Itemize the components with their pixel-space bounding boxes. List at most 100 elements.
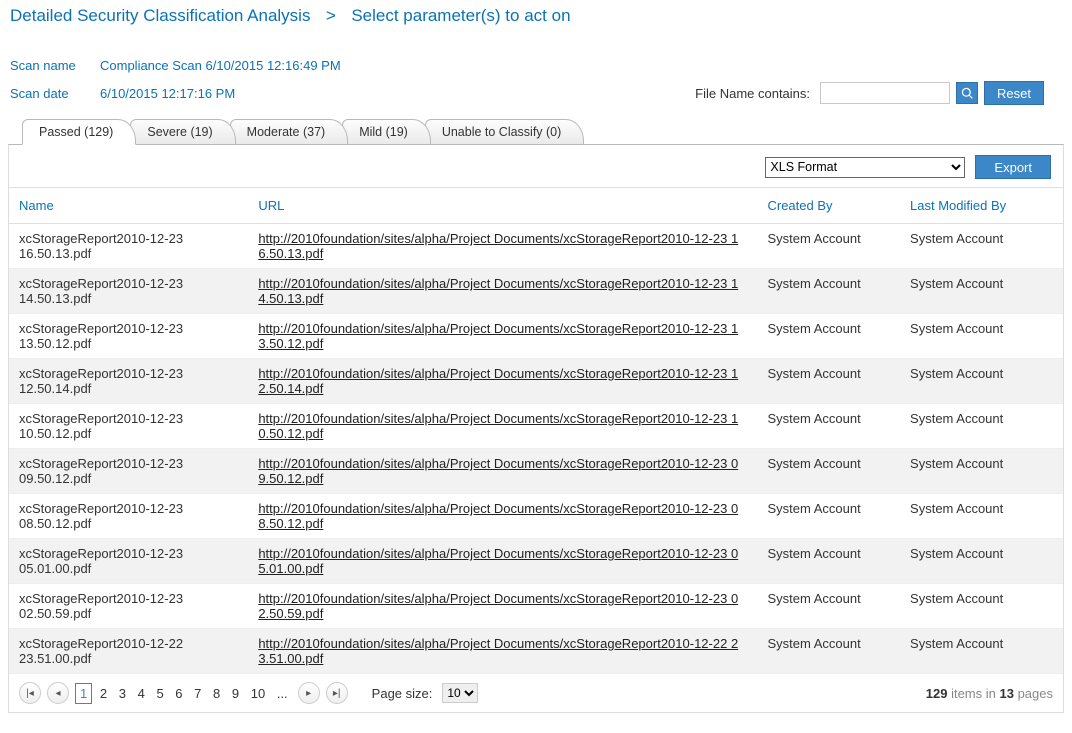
tab-mild-19[interactable]: Mild (19) — [342, 119, 431, 144]
url-link[interactable]: http://2010foundation/sites/alpha/Projec… — [258, 366, 738, 396]
column-header-name[interactable]: Name — [9, 188, 248, 224]
export-format-select[interactable]: XLS Format — [765, 157, 965, 178]
url-link[interactable]: http://2010foundation/sites/alpha/Projec… — [258, 411, 738, 441]
cell-name: xcStorageReport2010-12-23 10.50.12.pdf — [9, 404, 248, 449]
pager-page-8[interactable]: 8 — [209, 684, 224, 703]
file-filter-reset-button[interactable]: Reset — [984, 81, 1044, 105]
cell-modified-by: System Account — [900, 224, 1063, 269]
cell-created-by: System Account — [757, 629, 900, 674]
file-filter-input[interactable] — [820, 82, 950, 104]
table-row: xcStorageReport2010-12-23 16.50.13.pdf ht… — [9, 224, 1063, 269]
url-link[interactable]: http://2010foundation/sites/alpha/Projec… — [258, 636, 738, 666]
table-row: xcStorageReport2010-12-22 23.51.00.pdfht… — [9, 629, 1063, 674]
url-link[interactable]: http://2010foundation/sites/alpha/Projec… — [258, 546, 738, 576]
table-row: xcStorageReport2010-12-23 14.50.13.pdfht… — [9, 269, 1063, 314]
table-row: xcStorageReport2010-12-23 02.50.59.pdf ht… — [9, 584, 1063, 629]
table-row: xcStorageReport2010-12-23 05.01.00.pdfht… — [9, 539, 1063, 584]
pager-pages-word: pages — [1018, 686, 1053, 701]
results-table: Name URL Created By Last Modified By xcS… — [9, 187, 1063, 673]
pager-page-5[interactable]: 5 — [152, 684, 167, 703]
breadcrumb-root[interactable]: Detailed Security Classification Analysi… — [10, 6, 310, 25]
tab-severe-19[interactable]: Severe (19) — [130, 119, 235, 144]
cell-name: xcStorageReport2010-12-23 02.50.59.pdf — [9, 584, 248, 629]
cell-modified-by: System Account — [900, 449, 1063, 494]
scan-date-label: Scan date — [10, 86, 100, 101]
pager-page-7[interactable]: 7 — [190, 684, 205, 703]
pager-page-3[interactable]: 3 — [115, 684, 130, 703]
pager-ellipsis[interactable]: ... — [273, 684, 292, 703]
scan-name-row: Scan name Compliance Scan 6/10/2015 12:1… — [8, 54, 1064, 77]
pager-info: 129 items in 13 pages — [926, 686, 1053, 701]
file-filter-label: File Name contains: — [695, 86, 810, 101]
url-link[interactable]: http://2010foundation/sites/alpha/Projec… — [258, 591, 738, 621]
cell-modified-by: System Account — [900, 584, 1063, 629]
export-button[interactable]: Export — [975, 155, 1051, 179]
column-header-url[interactable]: URL — [248, 188, 757, 224]
cell-created-by: System Account — [757, 359, 900, 404]
pager-total-items: 129 — [926, 686, 948, 701]
column-header-created-by[interactable]: Created By — [757, 188, 900, 224]
file-filter-block: File Name contains: Reset — [695, 81, 1044, 105]
cell-created-by: System Account — [757, 539, 900, 584]
cell-modified-by: System Account — [900, 269, 1063, 314]
scan-date-row: Scan date 6/10/2015 12:17:16 PM File Nam… — [8, 77, 1064, 109]
cell-url: http://2010foundation/sites/alpha/Projec… — [248, 584, 757, 629]
cell-name: xcStorageReport2010-12-23 16.50.13.pdf — [9, 224, 248, 269]
pager-next-button[interactable]: ▸ — [298, 682, 320, 704]
column-header-last-modified-by[interactable]: Last Modified By — [900, 188, 1063, 224]
first-icon: |◂ — [26, 688, 34, 699]
url-link[interactable]: http://2010foundation/sites/alpha/Projec… — [258, 456, 738, 486]
cell-url: http://2010foundation/sites/alpha/Projec… — [248, 404, 757, 449]
next-icon: ▸ — [306, 688, 311, 699]
prev-icon: ◂ — [55, 688, 60, 699]
cell-created-by: System Account — [757, 449, 900, 494]
cell-url: http://2010foundation/sites/alpha/Projec… — [248, 359, 757, 404]
cell-modified-by: System Account — [900, 539, 1063, 584]
tab-passed-129[interactable]: Passed (129) — [22, 119, 136, 145]
file-filter-search-button[interactable] — [956, 82, 978, 104]
cell-url: http://2010foundation/sites/alpha/Projec… — [248, 449, 757, 494]
pager-prev-button[interactable]: ◂ — [47, 682, 69, 704]
scan-name-value: Compliance Scan 6/10/2015 12:16:49 PM — [100, 58, 341, 73]
page-size-label: Page size: — [372, 686, 433, 701]
pager-page-10[interactable]: 10 — [247, 684, 269, 703]
cell-url: http://2010foundation/sites/alpha/Projec… — [248, 269, 757, 314]
cell-url: http://2010foundation/sites/alpha/Projec… — [248, 494, 757, 539]
pager-total-pages: 13 — [999, 686, 1013, 701]
tab-unable-to-classify-0[interactable]: Unable to Classify (0) — [425, 119, 585, 144]
table-row: xcStorageReport2010-12-23 09.50.12.pdfht… — [9, 449, 1063, 494]
cell-created-by: System Account — [757, 269, 900, 314]
cell-created-by: System Account — [757, 494, 900, 539]
pager-page-2[interactable]: 2 — [96, 684, 111, 703]
pager-first-button[interactable]: |◂ — [19, 682, 41, 704]
cell-modified-by: System Account — [900, 494, 1063, 539]
cell-name: xcStorageReport2010-12-23 12.50.14.pdf — [9, 359, 248, 404]
pager-page-9[interactable]: 9 — [228, 684, 243, 703]
cell-modified-by: System Account — [900, 404, 1063, 449]
pager-page-4[interactable]: 4 — [134, 684, 149, 703]
breadcrumb-separator: > — [321, 6, 340, 25]
table-header-row: Name URL Created By Last Modified By — [9, 188, 1063, 224]
pager-page-1[interactable]: 1 — [75, 683, 92, 704]
pager: |◂ ◂ 1 2 3 4 5 6 7 8 9 10 ... ▸ ▸| Page … — [9, 673, 1063, 712]
url-link[interactable]: http://2010foundation/sites/alpha/Projec… — [258, 501, 738, 531]
tabs: Passed (129)Severe (19)Moderate (37)Mild… — [8, 119, 1064, 144]
pager-page-6[interactable]: 6 — [171, 684, 186, 703]
scan-date-value: 6/10/2015 12:17:16 PM — [100, 86, 235, 101]
url-link[interactable]: http://2010foundation/sites/alpha/Projec… — [258, 321, 738, 351]
cell-created-by: System Account — [757, 314, 900, 359]
cell-created-by: System Account — [757, 224, 900, 269]
cell-url: http://2010foundation/sites/alpha/Projec… — [248, 224, 757, 269]
breadcrumb: Detailed Security Classification Analysi… — [8, 4, 1064, 54]
url-link[interactable]: http://2010foundation/sites/alpha/Projec… — [258, 276, 738, 306]
last-icon: ▸| — [333, 688, 341, 699]
results-toolbar: XLS Format Export — [9, 145, 1063, 187]
pager-last-button[interactable]: ▸| — [326, 682, 348, 704]
table-row: xcStorageReport2010-12-23 08.50.12.pdfht… — [9, 494, 1063, 539]
cell-url: http://2010foundation/sites/alpha/Projec… — [248, 314, 757, 359]
url-link[interactable]: http://2010foundation/sites/alpha/Projec… — [258, 231, 738, 261]
cell-modified-by: System Account — [900, 314, 1063, 359]
cell-created-by: System Account — [757, 584, 900, 629]
tab-moderate-37[interactable]: Moderate (37) — [230, 119, 349, 144]
page-size-select[interactable]: 10 — [442, 683, 478, 703]
